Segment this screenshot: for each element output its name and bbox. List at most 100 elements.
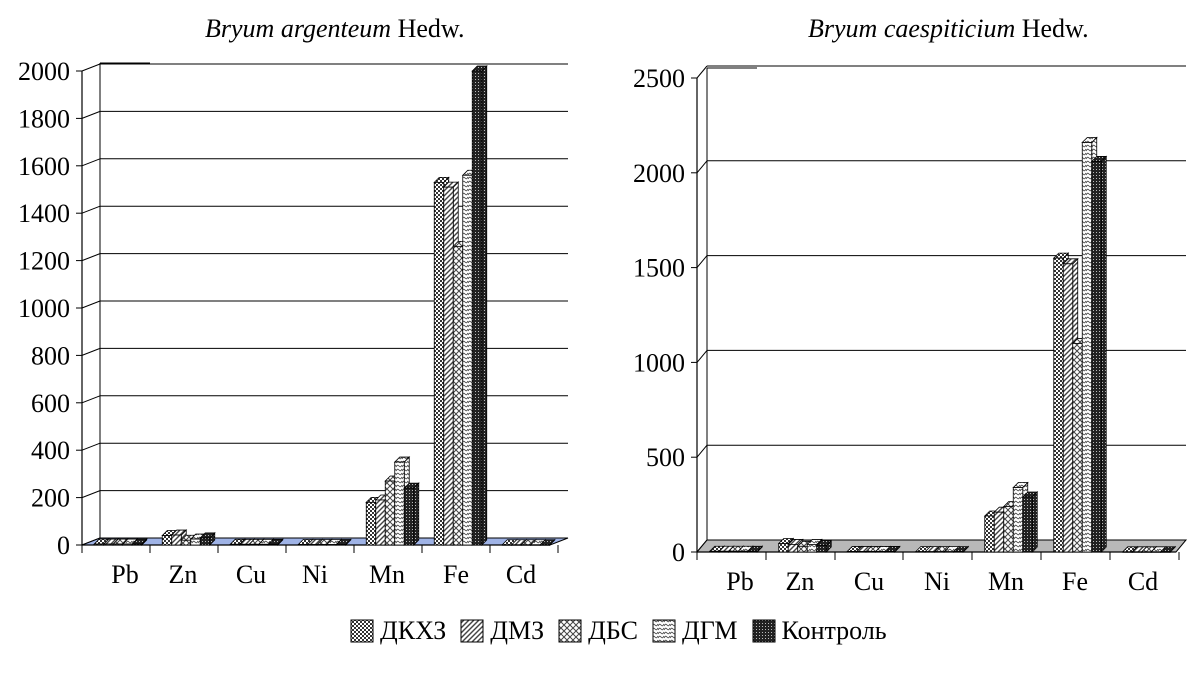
legend-label: ДКХЗ [380,616,447,645]
bar-side [1031,491,1038,553]
gridline-side [81,253,101,262]
legend-label: ДГМ [681,616,738,645]
bar-pb-5 [131,543,143,546]
bar-zn-4 [190,538,201,546]
bar-fe-2 [443,186,454,546]
bar-ni-4 [943,551,955,553]
legend: ДКХЗ ДМЗ ДБС ДГМ Контроль [350,614,901,648]
bar-zn-5 [199,537,211,546]
bar-pb-2 [718,550,730,553]
legend-swatch [350,619,374,643]
legend-item: ДГМ [652,616,738,646]
bar-fe-2 [1062,263,1074,553]
x-tick-label: Cd [506,560,536,589]
bar-fe-4 [462,174,473,546]
bar-cu-1 [846,551,858,553]
bar-zn-2 [171,534,182,546]
bar-mn-3 [1003,506,1014,553]
bar-mn-5 [1022,496,1033,553]
bar-cd-2 [511,544,522,546]
y-tick-label: 0 [672,538,685,567]
bar-pb-1 [93,543,105,546]
x-tick-label: Mn [988,567,1024,596]
chart-title-bryum-caespiticium: Bryum caespiticium Hedw. [808,14,1089,44]
bar-cu-3 [865,551,877,553]
gridline-side [81,205,101,214]
y-tick-label: 2500 [633,64,685,93]
x-tick-label: Fe [1062,567,1088,596]
bar-zn-1 [161,535,173,546]
bar-fe-1 [1053,257,1064,553]
bar-zn-2 [787,544,799,553]
chart-bryum-argenteum: 0 200 400 600 800 1000 1200 1400 1600 1800 2000 Pb Z… [18,57,569,589]
bar-fe-4 [1081,142,1093,553]
y-tick-label: 400 [31,436,70,465]
legend-swatch [752,619,776,643]
bar-cd-3 [1141,551,1152,553]
bar-fe-3 [1072,343,1083,553]
legend-item: ДМЗ [460,616,544,646]
chart-title-author: Hedw. [1015,14,1089,43]
bar-mn-2 [375,499,386,546]
bar-cu-5 [884,551,896,553]
x-tick-label: Ni [302,560,328,589]
x-tick-label: Zn [786,567,815,596]
bar-cd-5 [539,544,551,546]
bar-mn-2 [993,511,1005,553]
bar-side [413,482,420,546]
bar-ni-5 [335,544,347,546]
bar-mn-3 [384,480,396,546]
bar-mn-1 [365,501,377,546]
bar-ni-2 [307,544,318,546]
legend-item: ДБС [558,616,638,646]
bar-cd-5 [1160,551,1171,553]
y-tick-label: 1500 [633,254,685,283]
legend-item: ДКХЗ [350,616,446,646]
bar-pb-3 [728,550,739,553]
y-tick-label: 200 [31,484,70,513]
bar-zn-1 [778,543,789,553]
bar-zn-4 [806,544,818,553]
bar-mn-4 [394,461,405,546]
bar-cd-1 [1122,551,1133,553]
bar-ni-5 [953,551,964,553]
bar-cu-1 [229,543,241,546]
bar-zn-5 [816,544,827,553]
gridline-side [696,65,708,79]
bar-ni-3 [934,551,945,553]
y-tick-label: 1000 [633,348,685,377]
bar-cu-4 [875,551,886,553]
bar-cu-2 [239,543,250,546]
bar-cu-5 [267,543,279,546]
x-tick-label: Ni [924,567,950,596]
chart-title-bryum-argenteum: Bryum argenteum Hedw. [205,14,464,44]
bar-cu-3 [248,543,260,546]
gridline-side [81,490,101,499]
x-tick-label: Cd [1128,567,1158,596]
chart-title-author: Hedw. [391,14,465,43]
legend-label: ДБС [588,616,638,645]
y-tick-label: 500 [646,443,685,472]
y-tick-label: 1400 [18,199,70,228]
x-tick-label: Cu [854,567,884,596]
y-tick-label: 600 [31,389,70,418]
gridline-side [81,347,101,356]
gridline-side [696,350,708,363]
y-tick-label: 2000 [18,57,70,86]
bar-ni-1 [915,551,926,553]
gridline-side [81,158,101,167]
y-tick-label: 1800 [18,104,70,133]
bar-cu-4 [258,543,269,546]
y-tick-label: 0 [57,531,70,560]
gridline-side [696,255,708,268]
bar-zn-3 [180,539,192,546]
bar-zn-3 [797,545,808,553]
bar-pb-5 [747,550,758,553]
chart-bryum-caespiticium: 0 500 1000 1500 2000 2500 Pb Zn Cu Ni Mn Fe Cd [633,64,1188,596]
gridline-side [81,63,101,72]
y-tick-label: 800 [31,341,70,370]
x-tick-label: Pb [111,560,138,589]
legend-swatch [460,619,484,643]
